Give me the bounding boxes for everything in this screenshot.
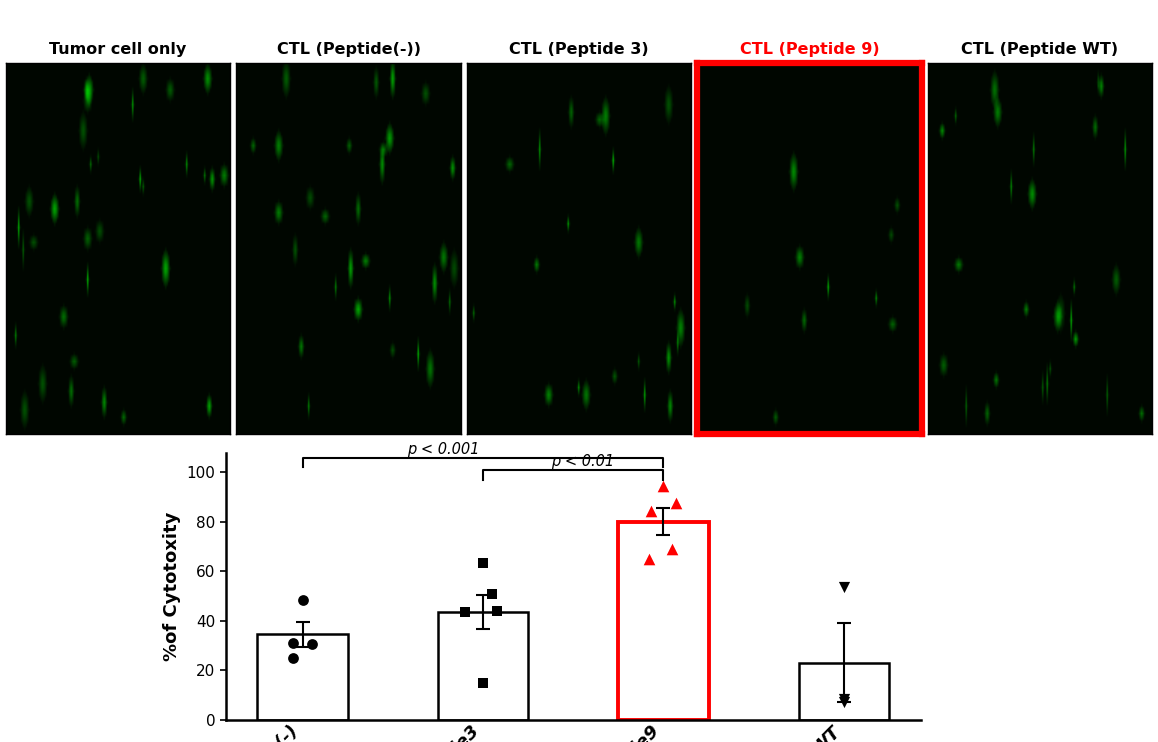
- Point: [483, 588, 501, 600]
- Text: CTL (Peptide WT): CTL (Peptide WT): [961, 42, 1119, 57]
- Point: [293, 594, 312, 605]
- Point: [474, 556, 492, 568]
- Bar: [618, 522, 709, 720]
- Bar: [799, 663, 889, 720]
- Point: [835, 693, 853, 705]
- Point: [654, 480, 673, 492]
- Point: [489, 605, 507, 617]
- Y-axis label: %of Cytotoxity: %of Cytotoxity: [163, 511, 181, 661]
- Text: p < 0.01: p < 0.01: [551, 454, 614, 469]
- Point: [455, 606, 474, 618]
- Point: [302, 638, 321, 650]
- Point: [284, 637, 302, 649]
- Point: [667, 497, 686, 509]
- Text: p < 0.001: p < 0.001: [408, 441, 479, 457]
- Point: [639, 553, 658, 565]
- Bar: [257, 634, 347, 720]
- Point: [284, 652, 302, 664]
- Point: [642, 505, 660, 516]
- Text: Tumor cell only: Tumor cell only: [50, 42, 186, 57]
- Point: [835, 697, 853, 709]
- Text: CTL (Peptide 9): CTL (Peptide 9): [740, 42, 879, 57]
- Text: CTL (Peptide 3): CTL (Peptide 3): [510, 42, 648, 57]
- Point: [474, 677, 492, 689]
- Bar: [438, 612, 528, 720]
- Text: CTL (Peptide(-)): CTL (Peptide(-)): [277, 42, 420, 57]
- Point: [835, 582, 853, 594]
- Point: [664, 543, 682, 555]
